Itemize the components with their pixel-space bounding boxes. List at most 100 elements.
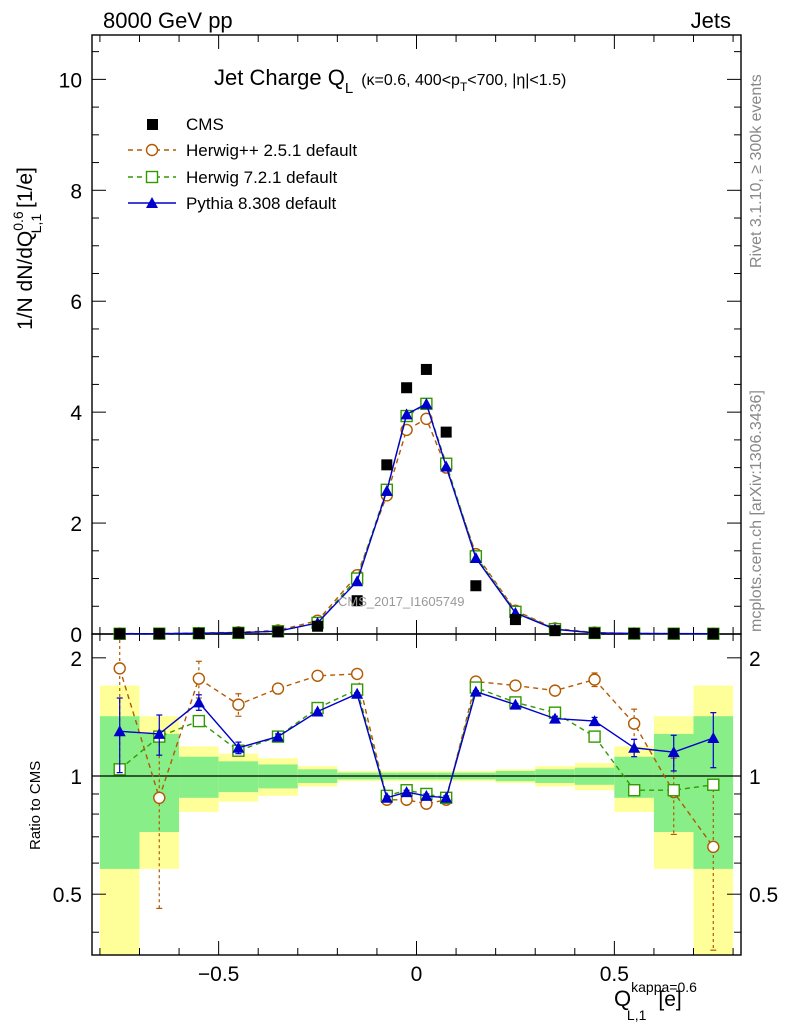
main-point-cms [401,382,413,394]
ratio-point-herwig-7-2-1-default [627,784,641,797]
ratio-tick-label-left: 2 [70,648,82,671]
y-axis-label: 1/N dN/dQ0.6 L,1 [1/e] [10,167,44,330]
main-point-cms [193,627,205,639]
ratio-tick-label-right: 1 [749,766,761,789]
ratio-point-herwig-2-5-1-default [350,667,364,681]
x-tick-label: 0 [411,963,423,986]
main-point-cms [589,627,601,639]
main-point-cms [381,459,393,471]
main-point-pythia-8-308-default [380,484,393,496]
legend-item-herwig7: Herwig 7.2.1 default [128,168,337,187]
legend-item-cms: CMS [147,115,224,134]
ratio-point-herwig-2-5-1-default [192,672,206,685]
ratio-point-pythia-8-308-default [271,730,284,742]
legend: CMS Herwig++ 2.5.1 default Herwig 7.2.1 … [128,115,357,213]
main-point-cms [440,426,452,438]
main-point-herwig-2-5-1-default [420,412,433,426]
ratio-point-herwig-2-5-1-default [153,791,166,805]
ratio-point-herwig-7-2-1-default [667,784,680,797]
ratio-tick-label-left: 1 [70,766,82,789]
ratio-point-herwig-2-5-1-default [548,684,562,697]
main-point-cms [707,628,719,640]
ratio-tick-label-left: 0.5 [53,884,82,907]
x-tick-label: −0.5 [198,963,239,986]
main-point-cms [114,628,126,640]
energy-label: 8000 GeV pp [103,8,233,33]
y-tick-label: 6 [70,291,82,314]
analysis-watermark: CMS_2017_I1605749 [338,594,465,609]
ratio-y-label: Ratio to CMS [27,761,44,850]
x-axis-label: Qkappa=0.6 L,1[e] [614,979,697,1023]
data-series [113,363,720,951]
ratio-point-herwig-2-5-1-default [509,679,522,692]
y-tick-label: 10 [59,69,82,92]
legend-herwig7-marker [145,170,159,184]
main-line-pythia-8-308-default [119,402,714,635]
ratio-point-herwig-2-5-1-default [271,682,285,695]
legend-item-pythia: Pythia 8.308 default [128,194,337,213]
ratio-point-pythia-8-308-default [588,715,601,727]
ratio-point-pythia-8-308-default [153,727,166,739]
ratio-tick-label-right: 2 [749,648,761,671]
ratio-point-herwig-7-2-1-default [707,778,720,791]
legend-herwig7-label: Herwig 7.2.1 default [186,168,337,187]
band-green-2 [179,756,219,798]
plot-title: Jet Charge QL (κ=0.6, 400<pT<700, |η|<1.5… [214,65,566,97]
ratio-tick-label-right: 0.5 [749,884,778,907]
ratio-point-pythia-8-308-default [380,791,393,803]
ratio-point-pythia-8-308-default [400,786,413,798]
ratio-point-herwig-7-2-1-default [192,714,206,728]
ratio-point-pythia-8-308-default [113,725,126,737]
legend-cms-marker [147,119,158,130]
ratio-point-herwig-7-2-1-default [588,730,601,743]
y-tick-label: 8 [70,180,82,203]
band-green-3 [218,761,259,793]
main-point-cms [232,627,244,639]
ratio-point-pythia-8-308-default [232,741,245,753]
legend-item-herwigpp: Herwig++ 2.5.1 default [128,141,357,160]
legend-pythia-label: Pythia 8.308 default [186,194,337,213]
ratio-point-herwig-2-5-1-default [588,673,601,686]
main-point-cms [628,628,640,640]
ratio-point-herwig-2-5-1-default [311,669,324,682]
main-point-cms [549,625,561,637]
legend-cms-label: CMS [186,115,224,134]
ratio-point-pythia-8-308-default [469,685,482,697]
main-point-pythia-8-308-default [400,408,413,420]
y-tick-label: 4 [70,402,82,425]
y-tick-label: 2 [70,513,82,536]
ratio-point-pythia-8-308-default [351,687,364,699]
ratio-point-pythia-8-308-default [549,712,562,724]
ratio-point-herwig-2-5-1-default [627,717,641,730]
jets-label: Jets [691,8,731,33]
main-point-pythia-8-308-default [420,397,433,409]
main-point-cms [668,628,680,640]
legend-herwigpp-label: Herwig++ 2.5.1 default [186,141,357,160]
main-point-pythia-8-308-default [469,552,482,564]
main-point-cms [420,363,432,375]
ratio-point-herwig-2-5-1-default [707,840,720,854]
main-point-cms [312,620,324,632]
main-point-cms [153,628,165,640]
mcplots-label: mcplots.cern.ch [arXiv:1306.3436] [748,390,765,632]
main-point-cms [509,614,521,626]
legend-pythia-marker [146,197,158,208]
ratio-point-pythia-8-308-default [440,791,453,803]
main-point-pythia-8-308-default [440,460,453,472]
ratio-line-herwig-7-2-1-default [119,686,714,799]
series-cms [114,363,719,640]
y-tick-label: 0 [70,624,82,647]
ratio-point-pythia-8-308-default [628,741,641,753]
ratio-line-herwig-2-5-1-default [119,668,714,848]
rivet-label: Rivet 3.1.10, ≥ 300k events [748,74,765,268]
ratio-point-herwig-2-5-1-default [113,662,126,675]
main-point-pythia-8-308-default [351,575,364,587]
main-point-cms [272,626,284,638]
ratio-point-herwig-2-5-1-default [232,698,245,711]
main-point-cms [351,595,363,607]
ratio-point-pythia-8-308-default [707,731,720,743]
ratio-line-pythia-8-308-default [119,690,714,799]
ratio-point-pythia-8-308-default [311,705,324,717]
